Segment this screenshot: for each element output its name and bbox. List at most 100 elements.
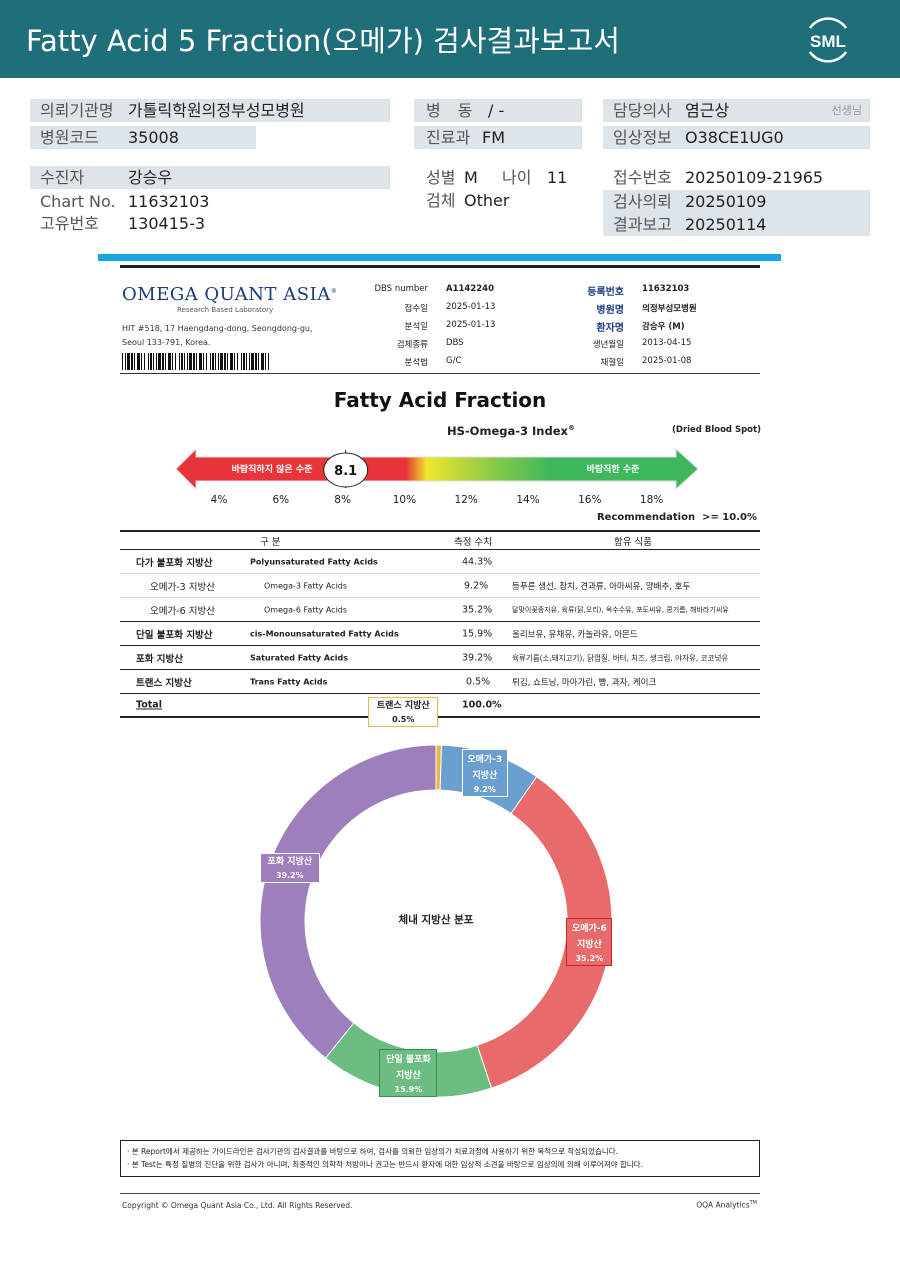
fatty-acid-title: Fatty Acid Fraction — [333, 388, 547, 412]
barcode-bar — [148, 353, 149, 370]
donut-slice-value: 9.2% — [473, 784, 496, 794]
footer-rule — [120, 1193, 760, 1194]
reg-no-label: 등록번호 — [587, 287, 624, 298]
specimen-note: (Dried Blood Spot) — [672, 425, 761, 435]
table-row: 단일 불포화 지방산 cis-Monounsaturated Fatty Aci… — [120, 622, 760, 646]
institution-label: 의뢰기관명 — [40, 101, 114, 120]
doctor-value: 염근상 — [685, 101, 730, 120]
hospital-code-value: 35008 — [128, 128, 179, 147]
page-title: Fatty Acid 5 Fraction(오메가) 검사결과보고서 — [26, 24, 620, 58]
barcode-bar — [156, 353, 157, 370]
barcode-bar — [153, 353, 154, 370]
donut-slice-name: 오메가-6 지방산 — [571, 924, 607, 951]
barcode-bar — [137, 353, 140, 370]
gauge-good-label: 바람직한 수준 — [587, 463, 640, 475]
barcode-bar — [249, 353, 250, 370]
ward-label: 병 동 — [426, 101, 479, 120]
sex-age-field: 성별 M 나이 11 — [414, 166, 582, 189]
row-ko: 트랜스 지방산 — [136, 677, 192, 689]
row-value: 0.5% — [466, 676, 491, 687]
header-bar: Fatty Acid 5 Fraction(오메가) 검사결과보고서 SML — [0, 0, 900, 78]
row-en: Omega-3 Fatty Acids — [264, 581, 348, 590]
oqa-analytics-text: OQA Analytics — [696, 1200, 750, 1210]
institution-field: 의뢰기관명 가톨릭학원의정부성모병원 — [30, 99, 390, 122]
copyright: Copyright © Omega Quant Asia Co., Ltd. A… — [122, 1201, 353, 1210]
specimen-label: 검체 — [426, 191, 456, 210]
gauge-tick-label: 12% — [454, 494, 478, 506]
donut-slice-name: 오메가-3 지방산 — [467, 754, 503, 781]
address-line-1: HIT #518, 17 Haengdang-dong, Seongdong-g… — [122, 324, 313, 333]
section-divider — [98, 254, 781, 261]
table-header: 구 분 측정 수치 함유 식품 — [120, 530, 760, 550]
donut-slice — [259, 744, 437, 1059]
row-value: 35.2% — [462, 604, 493, 615]
barcode-bar — [227, 353, 228, 370]
unique-no-field: 고유번호 130415-3 — [30, 212, 390, 235]
patient-label: 환자명 — [596, 323, 624, 334]
doctor-label: 담당의사 — [613, 101, 672, 120]
donut-slice-value: 0.5% — [392, 715, 415, 725]
notice-box: · 본 Report에서 제공하는 가이드라인은 검사기관의 검사결과를 바탕으… — [120, 1140, 760, 1177]
notice-line-1: · 본 Report에서 제공하는 가이드라인은 검사기관의 검사결과를 바탕으… — [127, 1147, 619, 1156]
report-date-label: 결과보고 — [613, 215, 672, 234]
department-field: 진료과 FM — [414, 126, 582, 149]
receipt-no-field: 접수번호 20250109-21965 — [603, 166, 870, 189]
barcode-bar — [206, 353, 207, 370]
table-row: 포화 지방산 Saturated Fatty Acids 39.2% 육류기름(… — [120, 646, 760, 670]
barcode-bar — [125, 353, 126, 370]
barcode-bar — [141, 353, 142, 370]
barcode-bar — [241, 353, 242, 370]
specimen-value: Other — [464, 191, 510, 210]
barcode-bar — [150, 353, 152, 370]
donut-slice-name: 포화 지방산 — [267, 857, 313, 868]
donut-slice-value: 15.9% — [394, 1084, 423, 1094]
request-date-label: 검사의뢰 — [613, 192, 672, 211]
gauge-tick-label: 8% — [334, 494, 351, 506]
analysis-method-value: G/C — [446, 356, 462, 366]
sml-logo: SML — [808, 17, 848, 63]
gauge-marker-circle — [323, 452, 369, 488]
unique-no-value: 130415-3 — [128, 214, 206, 233]
donut-chart-title: 체내 지방산 분포 — [398, 914, 474, 926]
birth-value: 2013-04-15 — [642, 338, 692, 348]
donut-slice-name: 단일 불포화 지방산 — [386, 1054, 431, 1081]
receipt-date-label: 접수일 — [404, 304, 428, 314]
barcode-bar — [181, 353, 183, 370]
row-ko: 포화 지방산 — [136, 653, 184, 665]
barcode-bar — [193, 353, 195, 370]
receipt-date-value: 2025-01-13 — [446, 302, 496, 312]
ward-field: 병 동 / - — [414, 99, 582, 122]
birth-label: 생년월일 — [592, 340, 624, 350]
header-category: 구 분 — [260, 536, 281, 548]
gauge-tick-label: 10% — [392, 494, 417, 506]
specimen-field: 검체 Other — [414, 189, 582, 212]
gauge-tick-label: 4% — [210, 494, 228, 506]
table-row-total: Total 100.0% — [120, 694, 760, 718]
hs-omega-title: HS-Omega-3 Index® — [447, 424, 575, 438]
row-value: 9.2% — [464, 580, 489, 591]
barcode-bar — [134, 353, 135, 370]
notice-line-2: · 본 Test는 특정 질병의 진단을 위한 검사가 아니며, 최종적인 의학… — [127, 1160, 643, 1169]
row-food: 등푸른 생선, 참치, 견과류, 아마씨유, 양배추, 호두 — [512, 581, 691, 592]
barcode — [122, 353, 269, 370]
barcode-bar — [251, 353, 254, 370]
hospital-code-field: 병원코드 35008 — [30, 126, 256, 149]
lab-address: HIT #518, 17 Haengdang-dong, Seongdong-g… — [122, 322, 313, 350]
request-date-field: 검사의뢰 20250109 — [603, 190, 870, 213]
patient-value: 강승우 (M) — [642, 322, 685, 332]
barcode-bar — [203, 353, 204, 370]
logo-text: SML — [810, 32, 846, 51]
age-label: 나이 — [502, 168, 532, 187]
chart-no-label: Chart No. — [40, 192, 116, 211]
lab-name: OMEGA QUANT ASIA — [122, 284, 331, 305]
sex-label: 성별 — [426, 168, 456, 187]
chart-no-value: 11632103 — [128, 192, 210, 211]
donut-slice-label: 단일 불포화 지방산 15.9% — [379, 1048, 438, 1097]
dbs-number-label: DBS number — [374, 284, 429, 294]
hospital-name-label: 병원명 — [596, 305, 624, 316]
barcode-bar — [131, 353, 133, 370]
unique-no-label: 고유번호 — [40, 214, 99, 233]
receipt-no-label: 접수번호 — [613, 168, 672, 187]
barcode-bar — [220, 353, 223, 370]
barcode-bar — [265, 353, 266, 370]
